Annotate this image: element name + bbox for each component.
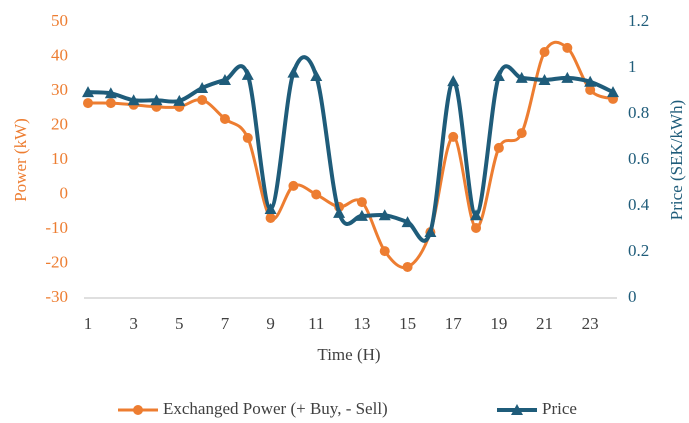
data-point <box>197 94 208 105</box>
data-point <box>127 94 140 106</box>
data-point <box>378 209 391 221</box>
legend-marker <box>133 405 143 415</box>
x-tick-label: 3 <box>129 314 138 333</box>
data-point <box>265 212 276 223</box>
data-point <box>401 216 414 228</box>
y-tick-label: 40 <box>51 45 68 64</box>
data-point <box>356 197 367 208</box>
data-point <box>82 86 94 98</box>
data-point <box>287 66 300 78</box>
x-tick-label: 13 <box>353 314 370 333</box>
data-point <box>516 128 527 139</box>
data-point <box>447 75 460 87</box>
data-point <box>196 82 209 94</box>
data-point <box>219 113 230 124</box>
x-tick-label: 11 <box>308 314 324 333</box>
data-point <box>83 98 93 109</box>
y-tick-label: 50 <box>51 11 68 30</box>
data-point <box>448 131 459 142</box>
data-point <box>493 142 504 153</box>
series-line <box>87 40 614 270</box>
legend-marker <box>511 404 523 415</box>
data-point <box>584 75 597 87</box>
y2-tick-label: 0.2 <box>628 241 649 260</box>
data-point <box>515 71 528 83</box>
y-tick-label: 0 <box>60 183 69 202</box>
data-point <box>607 86 619 98</box>
x-tick-label: 1 <box>84 314 93 333</box>
x-tick-label: 21 <box>536 314 553 333</box>
data-point <box>379 246 390 257</box>
x-axis-label: Time (H) <box>317 345 380 364</box>
y2-axis-label: Price (SEK/kWh) <box>667 100 686 220</box>
y2-tick-label: 0.4 <box>628 195 650 214</box>
legend-label: Exchanged Power (+ Buy, - Sell) <box>163 399 388 418</box>
data-point <box>242 132 253 143</box>
data-point <box>241 68 254 80</box>
data-point <box>105 98 116 109</box>
y-tick-label: -20 <box>45 252 68 271</box>
y-tick-label: 30 <box>51 80 68 99</box>
y2-tick-label: 1 <box>628 57 637 76</box>
data-point <box>562 42 573 53</box>
legend-label: Price <box>542 399 577 418</box>
data-point <box>585 84 596 95</box>
data-point <box>470 209 483 221</box>
data-point <box>104 87 117 99</box>
x-tick-label: 23 <box>582 314 599 333</box>
data-point <box>311 189 322 200</box>
data-point <box>424 225 437 237</box>
data-point <box>561 71 574 83</box>
x-tick-label: 15 <box>399 314 416 333</box>
data-point <box>150 94 163 106</box>
y2-tick-label: 0 <box>628 287 637 306</box>
y2-tick-label: 1.2 <box>628 11 649 30</box>
x-tick-label: 9 <box>266 314 275 333</box>
y2-tick-label: 0.6 <box>628 149 649 168</box>
data-point <box>218 73 231 85</box>
y-tick-label: 10 <box>51 149 68 168</box>
x-tick-label: 7 <box>221 314 230 333</box>
series-line <box>87 55 614 243</box>
data-point <box>333 206 346 218</box>
x-tick-label: 5 <box>175 314 184 333</box>
x-tick-label: 19 <box>490 314 507 333</box>
x-tick-label: 17 <box>445 314 463 333</box>
y-tick-label: 20 <box>51 114 68 133</box>
data-point <box>264 202 277 214</box>
data-point <box>538 73 551 85</box>
y-axis-label: Power (kW) <box>11 118 30 202</box>
data-point <box>471 222 482 233</box>
y2-tick-label: 0.8 <box>628 103 649 122</box>
data-point <box>288 180 299 191</box>
data-point <box>539 47 550 58</box>
data-point <box>173 94 186 106</box>
data-point <box>402 261 413 272</box>
y-tick-label: -30 <box>45 287 68 306</box>
data-point <box>355 209 368 221</box>
data-point <box>492 70 505 82</box>
y-tick-label: -10 <box>45 218 68 237</box>
data-point <box>310 70 323 82</box>
